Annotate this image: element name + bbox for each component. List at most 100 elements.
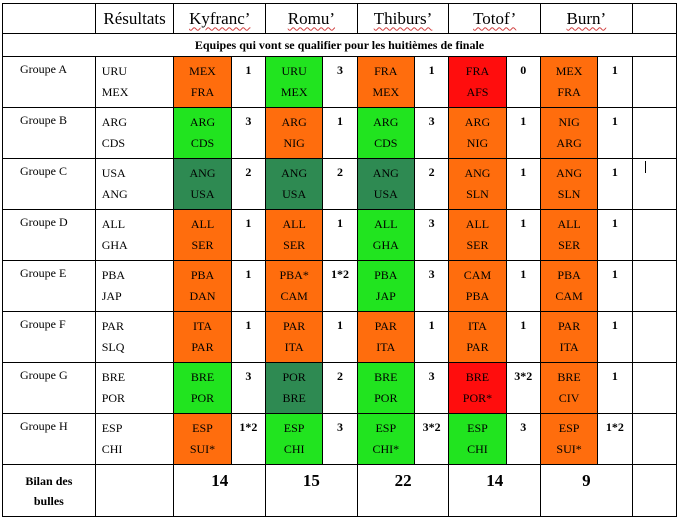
prediction-cell-thiburs: ANG USA bbox=[356, 158, 415, 210]
qualified-teams: ESP CHI bbox=[94, 413, 175, 465]
group-name: Groupe H bbox=[2, 413, 96, 465]
predicted-team-first: ALL bbox=[557, 217, 581, 231]
player-header-thiburs: Thiburs’ bbox=[356, 3, 450, 34]
prediction-cell-romu: ALL SER bbox=[265, 209, 324, 261]
points-thiburs: 3*2 bbox=[413, 413, 450, 465]
points-totof: 0 bbox=[505, 56, 542, 108]
predicted-team-second: AFS bbox=[466, 85, 489, 99]
predicted-team-second: CDS bbox=[190, 136, 215, 150]
points-burn: 1 bbox=[597, 260, 633, 312]
prediction-cell-romu: ESP CHI bbox=[265, 413, 324, 465]
predicted-team-second: CAM bbox=[555, 289, 583, 303]
qualified-team-second: ANG bbox=[101, 187, 128, 201]
predicted-team-first: ESP bbox=[283, 421, 305, 435]
qualified-team-second: MEX bbox=[101, 85, 129, 99]
prediction-cell-burn: ANG SLN bbox=[540, 158, 599, 210]
prediction-cell-burn: NIG ARG bbox=[540, 107, 599, 159]
empty-cell bbox=[631, 158, 678, 210]
player-header-romu: Romu’ bbox=[265, 3, 358, 34]
empty-cell bbox=[631, 260, 678, 312]
qualified-team-second: CDS bbox=[101, 136, 126, 150]
prediction-cell-romu: ARG NIG bbox=[265, 107, 324, 159]
predicted-team-second: ITA bbox=[559, 340, 579, 354]
predicted-team-second: USA bbox=[190, 187, 215, 201]
predicted-team-second: SUI* bbox=[189, 442, 216, 456]
predicted-team-second: DAN bbox=[189, 289, 216, 303]
points-totof: 1 bbox=[505, 311, 542, 363]
group-row: Groupe D ALL GHA ALL SER 1 ALL SER 1 ALL GHA 3 ALL SE… bbox=[2, 209, 678, 261]
subtitle: Equipes qui vont se qualifier pour les h… bbox=[2, 33, 677, 57]
points-burn: 1*2 bbox=[597, 413, 633, 465]
prediction-cell-kyfranc: ITA PAR bbox=[173, 311, 232, 363]
empty-cell bbox=[94, 464, 175, 517]
predicted-team-second: USA bbox=[282, 187, 307, 201]
player-header-kyfranc: Kyfranc’ bbox=[173, 3, 267, 34]
empty-cell bbox=[631, 413, 678, 465]
points-kyfranc: 2 bbox=[230, 158, 267, 210]
predicted-team-second: POR bbox=[190, 391, 215, 405]
prediction-cell-totof: ARG NIG bbox=[448, 107, 507, 159]
points-thiburs: 1 bbox=[413, 56, 450, 108]
group-row: Groupe C USA ANG ANG USA 2 ANG USA 2 ANG USA 2 ANG SL… bbox=[2, 158, 678, 210]
predicted-team-second: NIG bbox=[283, 136, 305, 150]
qualified-teams: PBA JAP bbox=[94, 260, 175, 312]
bilan-total-burn: 9 bbox=[540, 464, 633, 517]
points-kyfranc: 1 bbox=[230, 260, 267, 312]
predicted-team-second: MEX bbox=[280, 85, 308, 99]
predicted-team-first: ANG bbox=[372, 166, 399, 180]
points-romu: 1 bbox=[322, 209, 358, 261]
predicted-team-first: BRE bbox=[190, 370, 215, 384]
group-row: Groupe E PBA JAP PBA DAN 1 PBA* CAM 1*2 PBA JAP 3 CA… bbox=[2, 260, 678, 312]
predicted-team-first: POR bbox=[282, 370, 306, 384]
prediction-cell-kyfranc: BRE POR bbox=[173, 362, 232, 414]
prediction-cell-thiburs: ESP CHI* bbox=[356, 413, 415, 465]
predicted-team-first: ITA bbox=[467, 319, 487, 333]
prediction-cell-kyfranc: ESP SUI* bbox=[173, 413, 232, 465]
predicted-team-second: NIG bbox=[466, 136, 489, 150]
qualified-team-first: BRE bbox=[101, 370, 126, 384]
predicted-team-second: SLN bbox=[466, 187, 489, 201]
predicted-team-first: MEX bbox=[189, 64, 216, 78]
group-name: Groupe D bbox=[2, 209, 96, 261]
predicted-team-second: PBA bbox=[465, 289, 490, 303]
qualified-teams: URU MEX bbox=[94, 56, 175, 108]
points-totof: 3*2 bbox=[505, 362, 542, 414]
prediction-cell-romu: URU MEX bbox=[265, 56, 324, 108]
predicted-team-first: ESP bbox=[192, 421, 213, 435]
qualified-teams: BRE POR bbox=[94, 362, 175, 414]
points-burn: 1 bbox=[597, 107, 633, 159]
predicted-team-second: GHA bbox=[372, 238, 399, 252]
predicted-team-second: CHI* bbox=[372, 442, 400, 456]
points-kyfranc: 3 bbox=[230, 362, 267, 414]
predicted-team-second: SLN bbox=[557, 187, 581, 201]
predicted-team-first: ARG bbox=[189, 115, 216, 129]
qualified-team-second: POR bbox=[101, 391, 126, 405]
prediction-cell-totof: ITA PAR bbox=[448, 311, 507, 363]
prediction-cell-totof: ALL SER bbox=[448, 209, 507, 261]
predicted-team-first: BRE bbox=[557, 370, 581, 384]
predicted-team-second: ARG bbox=[556, 136, 582, 150]
points-totof: 3 bbox=[505, 413, 542, 465]
points-totof: 1 bbox=[505, 209, 542, 261]
points-kyfranc: 1 bbox=[230, 209, 267, 261]
predicted-team-first: ESP bbox=[467, 421, 488, 435]
qualified-team-first: ARG bbox=[101, 115, 128, 129]
predicted-team-second: CAM bbox=[280, 289, 308, 303]
predicted-team-second: POR* bbox=[462, 391, 493, 405]
header-corner-cell bbox=[2, 3, 96, 34]
group-name: Groupe F bbox=[2, 311, 96, 363]
empty-cell bbox=[631, 362, 678, 414]
predicted-team-first: ALL bbox=[190, 217, 215, 231]
qualified-team-second: CHI bbox=[101, 442, 123, 456]
group-row: Groupe H ESP CHI ESP SUI* 1*2 ESP CHI 3 ESP CHI* 3*… bbox=[2, 413, 678, 465]
prediction-cell-thiburs: ALL GHA bbox=[356, 209, 415, 261]
group-name: Groupe G bbox=[2, 362, 96, 414]
qualified-team-first: ESP bbox=[101, 421, 123, 435]
prediction-cell-romu: ANG USA bbox=[265, 158, 324, 210]
points-totof: 1 bbox=[505, 158, 542, 210]
predicted-team-first: ESP bbox=[375, 421, 397, 435]
points-burn: 1 bbox=[597, 158, 633, 210]
points-burn: 1 bbox=[597, 209, 633, 261]
prediction-cell-romu: PBA* CAM bbox=[265, 260, 324, 312]
prediction-cell-burn: ALL SER bbox=[540, 209, 599, 261]
